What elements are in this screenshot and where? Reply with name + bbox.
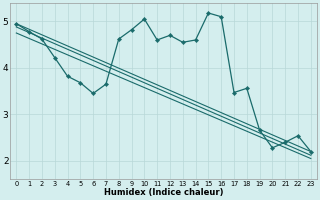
X-axis label: Humidex (Indice chaleur): Humidex (Indice chaleur) bbox=[104, 188, 223, 197]
